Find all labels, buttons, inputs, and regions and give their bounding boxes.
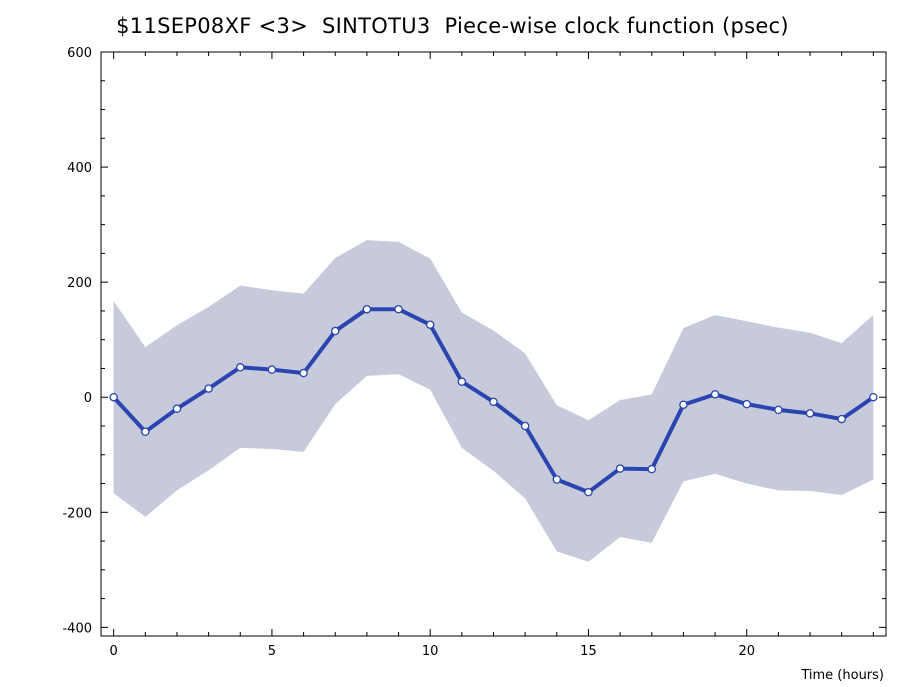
x-tick-label: 10	[422, 644, 439, 659]
data-point	[679, 400, 688, 409]
data-point	[837, 414, 846, 424]
data-point	[362, 304, 372, 314]
y-tick-label: -400	[62, 621, 92, 636]
data-point	[457, 377, 467, 386]
data-point	[109, 392, 118, 402]
data-point	[520, 421, 530, 431]
data-point	[552, 475, 562, 484]
data-point	[805, 409, 815, 418]
data-point	[172, 404, 182, 413]
data-point	[394, 304, 403, 314]
axes-layer: -400 -200 0 200 400 600 0 5 10 15 20	[62, 46, 887, 659]
x-tick-label: 20	[738, 644, 755, 659]
data-points-layer	[109, 304, 878, 497]
data-point	[615, 464, 625, 473]
x-tick-label: 0	[110, 644, 118, 659]
chart-title: $11SEP08XF <3> SINTOTU3 Piece-wise clock…	[116, 14, 789, 38]
data-point	[236, 363, 245, 372]
y-tick-label: 200	[67, 276, 92, 291]
data-point	[425, 320, 435, 329]
y-tick-label: 0	[84, 391, 92, 406]
data-point	[141, 427, 150, 436]
data-point	[710, 390, 720, 399]
data-point	[267, 365, 277, 374]
x-axis-title: Time (hours)	[800, 668, 884, 683]
data-point	[584, 487, 593, 497]
data-point	[742, 399, 751, 409]
x-tick-label: 5	[268, 644, 276, 659]
data-point	[774, 405, 783, 415]
y-tick-label: -200	[62, 506, 92, 521]
data-point	[330, 326, 340, 336]
data-point	[204, 384, 213, 393]
y-tick-label: 400	[67, 161, 92, 176]
y-tick-label: 600	[67, 46, 92, 61]
x-tick-label: 15	[580, 644, 597, 659]
data-point	[489, 397, 498, 407]
data-point	[299, 368, 308, 378]
data-point	[869, 392, 878, 402]
data-point	[647, 464, 657, 474]
